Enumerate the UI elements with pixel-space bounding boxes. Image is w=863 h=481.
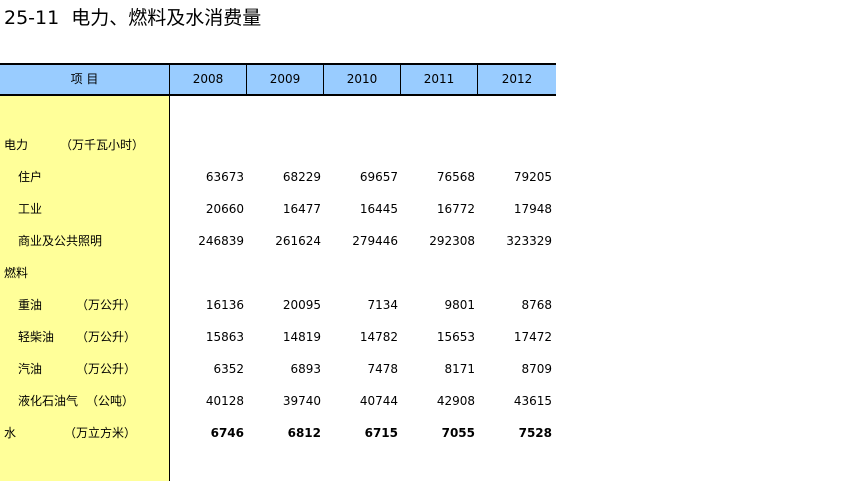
cell-value: 8768 xyxy=(521,298,552,312)
cell-value: 17472 xyxy=(513,330,552,344)
cell-value: 7055 xyxy=(441,426,475,440)
table-row: 轻柴油 （万公升） 15863 14819 14782 15653 17472 xyxy=(0,321,556,353)
cell-value: 292308 xyxy=(429,234,475,248)
cell-value: 16772 xyxy=(436,202,475,216)
row-label: 商业及公共照明 xyxy=(18,234,103,248)
row-label: 工业 xyxy=(18,202,43,216)
cell-value: 246839 xyxy=(198,234,244,248)
cell-value: 8709 xyxy=(521,362,552,376)
table-row: 水 （万立方米） 6746 6812 6715 7055 7528 xyxy=(0,417,556,449)
table-row: 工业 20660 16477 16445 16772 17948 xyxy=(0,193,556,225)
row-label: 轻柴油 xyxy=(18,330,55,344)
cell-value: 7528 xyxy=(518,426,552,440)
cell-value: 6715 xyxy=(364,426,398,440)
cell-value: 43615 xyxy=(513,394,552,408)
header-year-2011: 2011 xyxy=(401,65,478,94)
cell-value: 39740 xyxy=(282,394,321,408)
cell-value: 6812 xyxy=(287,426,321,440)
cell-value: 6893 xyxy=(290,362,321,376)
data-table: 项 目 2008 2009 2010 2011 2012 电力 （万千瓦小时） … xyxy=(0,63,556,481)
row-label: 水 xyxy=(4,426,17,440)
cell-value: 261624 xyxy=(275,234,321,248)
cell-value: 16477 xyxy=(282,202,321,216)
cell-value: 323329 xyxy=(506,234,552,248)
row-unit: （万立方米） xyxy=(64,426,137,440)
row-unit: （公吨） xyxy=(86,394,135,408)
cell-value: 16136 xyxy=(205,298,244,312)
header-year-2012: 2012 xyxy=(501,72,533,86)
header-year-2009: 2009 xyxy=(247,65,324,94)
cell-value: 40744 xyxy=(359,394,398,408)
page-title: 25-11 电力、燃料及水消费量 xyxy=(4,7,262,29)
row-label: 燃料 xyxy=(4,266,29,280)
cell-value: 7134 xyxy=(367,298,398,312)
row-label: 液化石油气 xyxy=(18,394,79,408)
row-label: 重油 xyxy=(18,298,43,312)
cell-value: 6352 xyxy=(213,362,244,376)
cell-value: 42908 xyxy=(436,394,475,408)
table-row: 燃料 xyxy=(0,257,556,289)
table-row: 住户 63673 68229 69657 76568 79205 xyxy=(0,161,556,193)
cell-value: 6746 xyxy=(210,426,244,440)
cell-value: 68229 xyxy=(282,170,321,184)
table-header-row: 项 目 2008 2009 2010 2011 2012 xyxy=(0,63,556,96)
cell-value: 17948 xyxy=(513,202,552,216)
header-item: 项 目 xyxy=(0,65,170,94)
table-row: 汽油 （万公升） 6352 6893 7478 8171 8709 xyxy=(0,353,556,385)
cell-value: 63673 xyxy=(205,170,244,184)
cell-value: 8171 xyxy=(444,362,475,376)
cell-value: 14819 xyxy=(282,330,321,344)
row-label: 电力 xyxy=(4,138,29,152)
cell-value: 15863 xyxy=(205,330,244,344)
cell-value: 9801 xyxy=(444,298,475,312)
cell-value: 69657 xyxy=(359,170,398,184)
row-unit: （万公升） xyxy=(76,298,137,312)
cell-value: 14782 xyxy=(359,330,398,344)
row-unit: （万公升） xyxy=(76,330,137,344)
cell-value: 20095 xyxy=(282,298,321,312)
cell-value: 15653 xyxy=(436,330,475,344)
table-row: 重油 （万公升） 16136 20095 7134 9801 8768 xyxy=(0,289,556,321)
cell-value: 20660 xyxy=(205,202,244,216)
cell-value: 76568 xyxy=(436,170,475,184)
row-label: 住户 xyxy=(18,170,43,184)
table-row: 商业及公共照明 246839 261624 279446 292308 3233… xyxy=(0,225,556,257)
header-year-2010: 2010 xyxy=(324,65,401,94)
cell-value: 40128 xyxy=(205,394,244,408)
header-year-2008: 2008 xyxy=(170,65,247,94)
item-column xyxy=(0,96,170,481)
cell-value: 279446 xyxy=(352,234,398,248)
row-unit: （万公升） xyxy=(76,362,137,376)
cell-value: 7478 xyxy=(367,362,398,376)
table-row: 液化石油气 （公吨） 40128 39740 40744 42908 43615 xyxy=(0,385,556,417)
cell-value: 16445 xyxy=(359,202,398,216)
row-label: 汽油 xyxy=(18,362,43,376)
table-row: 电力 （万千瓦小时） xyxy=(0,129,556,161)
cell-value: 79205 xyxy=(513,170,552,184)
row-unit: （万千瓦小时） xyxy=(60,138,145,152)
